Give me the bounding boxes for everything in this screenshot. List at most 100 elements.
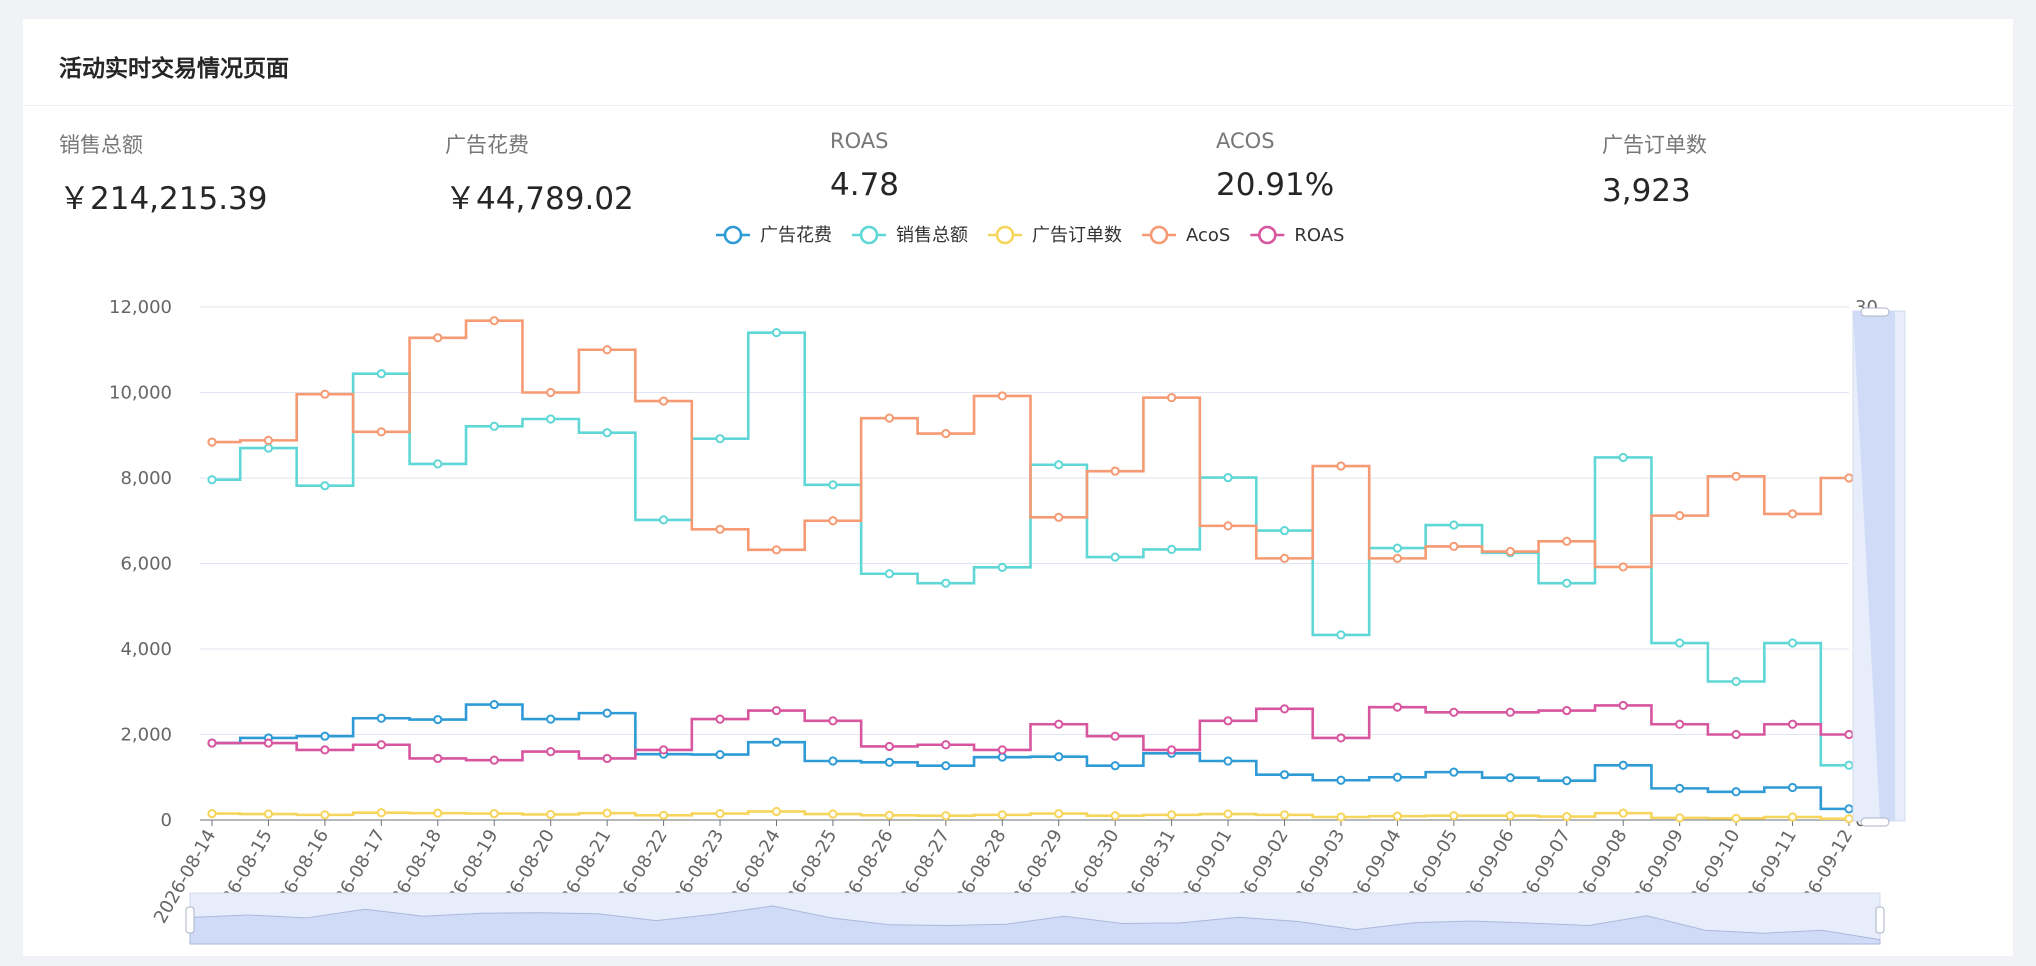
data-point[interactable] — [1392, 772, 1403, 782]
data-point[interactable] — [941, 578, 951, 588]
data-point[interactable] — [433, 808, 443, 818]
data-point[interactable] — [658, 396, 669, 406]
data-point[interactable] — [546, 387, 556, 398]
data-point[interactable] — [433, 459, 443, 469]
data-point[interactable] — [884, 741, 894, 752]
data-point[interactable] — [433, 714, 443, 725]
data-point[interactable] — [602, 428, 612, 438]
data-point[interactable] — [376, 369, 386, 379]
data-point[interactable] — [1279, 770, 1290, 780]
data-point[interactable] — [1675, 783, 1685, 793]
data-point[interactable] — [1787, 509, 1798, 519]
data-point[interactable] — [263, 738, 274, 748]
data-point[interactable] — [1110, 552, 1120, 562]
data-point[interactable] — [997, 745, 1007, 755]
data-point[interactable] — [207, 808, 217, 819]
data-point[interactable] — [320, 389, 330, 399]
data-point[interactable] — [1223, 809, 1233, 819]
data-point[interactable] — [1336, 733, 1346, 743]
data-point[interactable] — [546, 414, 556, 424]
data-point[interactable] — [1618, 562, 1628, 572]
data-point[interactable] — [1054, 719, 1064, 729]
data-point[interactable] — [1787, 812, 1798, 822]
data-point[interactable] — [1279, 704, 1290, 714]
legend-marker[interactable] — [1149, 225, 1169, 245]
data-point[interactable] — [602, 808, 612, 818]
data-point[interactable] — [771, 806, 782, 817]
data-point[interactable] — [1054, 752, 1064, 762]
data-point[interactable] — [546, 714, 556, 724]
data-point[interactable] — [1279, 810, 1290, 820]
data-point[interactable] — [1562, 578, 1572, 588]
data-point[interactable] — [658, 515, 669, 525]
data-point[interactable] — [1787, 782, 1798, 793]
vertical-zoom-handle-top[interactable] — [1860, 307, 1890, 317]
vertical-zoom-handle-bottom[interactable] — [1860, 817, 1890, 827]
data-point[interactable] — [1392, 702, 1403, 712]
data-point[interactable] — [1844, 804, 1854, 814]
data-point[interactable] — [1731, 787, 1741, 797]
data-point[interactable] — [207, 437, 217, 447]
legend-label[interactable]: ROAS — [1294, 225, 1344, 246]
data-point[interactable] — [1392, 553, 1403, 563]
data-point[interactable] — [376, 427, 386, 437]
data-point[interactable] — [997, 752, 1007, 762]
data-point[interactable] — [1844, 760, 1854, 770]
legend-marker[interactable] — [723, 225, 743, 245]
data-point[interactable] — [997, 562, 1007, 572]
data-point[interactable] — [1449, 541, 1459, 552]
legend-label[interactable]: 广告订单数 — [1032, 225, 1122, 246]
data-point[interactable] — [602, 345, 612, 355]
data-point[interactable] — [884, 413, 894, 423]
data-point[interactable] — [1787, 638, 1798, 648]
data-point[interactable] — [1167, 745, 1177, 755]
data-point[interactable] — [884, 757, 894, 767]
legend-marker[interactable] — [1258, 225, 1277, 245]
data-point[interactable] — [1392, 811, 1403, 821]
data-point[interactable] — [1449, 520, 1459, 530]
data-point[interactable] — [1167, 544, 1177, 554]
data-point[interactable] — [1336, 630, 1346, 640]
data-point[interactable] — [1675, 719, 1685, 729]
data-point[interactable] — [715, 524, 725, 534]
data-point[interactable] — [207, 738, 217, 748]
data-point[interactable] — [771, 328, 782, 338]
data-point[interactable] — [1505, 773, 1515, 783]
data-point[interactable] — [828, 716, 838, 726]
data-point[interactable] — [828, 516, 838, 526]
data-point[interactable] — [376, 808, 386, 818]
data-point[interactable] — [1449, 707, 1459, 717]
data-point[interactable] — [1054, 460, 1064, 470]
data-point[interactable] — [1618, 760, 1628, 770]
data-point[interactable] — [1054, 808, 1064, 819]
data-point[interactable] — [941, 811, 951, 821]
data-point[interactable] — [1562, 536, 1572, 546]
data-point[interactable] — [715, 714, 725, 724]
data-point[interactable] — [1223, 756, 1233, 766]
data-point[interactable] — [997, 391, 1007, 401]
data-point[interactable] — [828, 809, 838, 819]
data-point[interactable] — [884, 569, 894, 579]
data-point[interactable] — [489, 808, 499, 819]
data-point[interactable] — [658, 745, 669, 755]
data-point[interactable] — [1505, 546, 1515, 557]
data-point[interactable] — [489, 421, 499, 431]
data-point[interactable] — [1110, 811, 1120, 821]
data-point[interactable] — [376, 713, 386, 723]
data-point[interactable] — [1675, 638, 1685, 648]
data-point[interactable] — [771, 737, 782, 747]
data-point[interactable] — [884, 810, 894, 820]
data-point[interactable] — [1336, 461, 1346, 471]
data-point[interactable] — [828, 480, 838, 490]
data-point[interactable] — [771, 705, 782, 716]
data-point[interactable] — [433, 753, 443, 764]
data-point[interactable] — [1562, 705, 1572, 716]
data-point[interactable] — [489, 699, 499, 710]
data-point[interactable] — [1167, 810, 1177, 820]
data-point[interactable] — [1110, 731, 1120, 741]
legend-label[interactable]: 销售总额 — [896, 225, 968, 246]
data-point[interactable] — [1223, 521, 1233, 531]
data-point[interactable] — [602, 708, 612, 718]
data-point[interactable] — [828, 756, 838, 766]
data-point[interactable] — [1223, 716, 1233, 726]
